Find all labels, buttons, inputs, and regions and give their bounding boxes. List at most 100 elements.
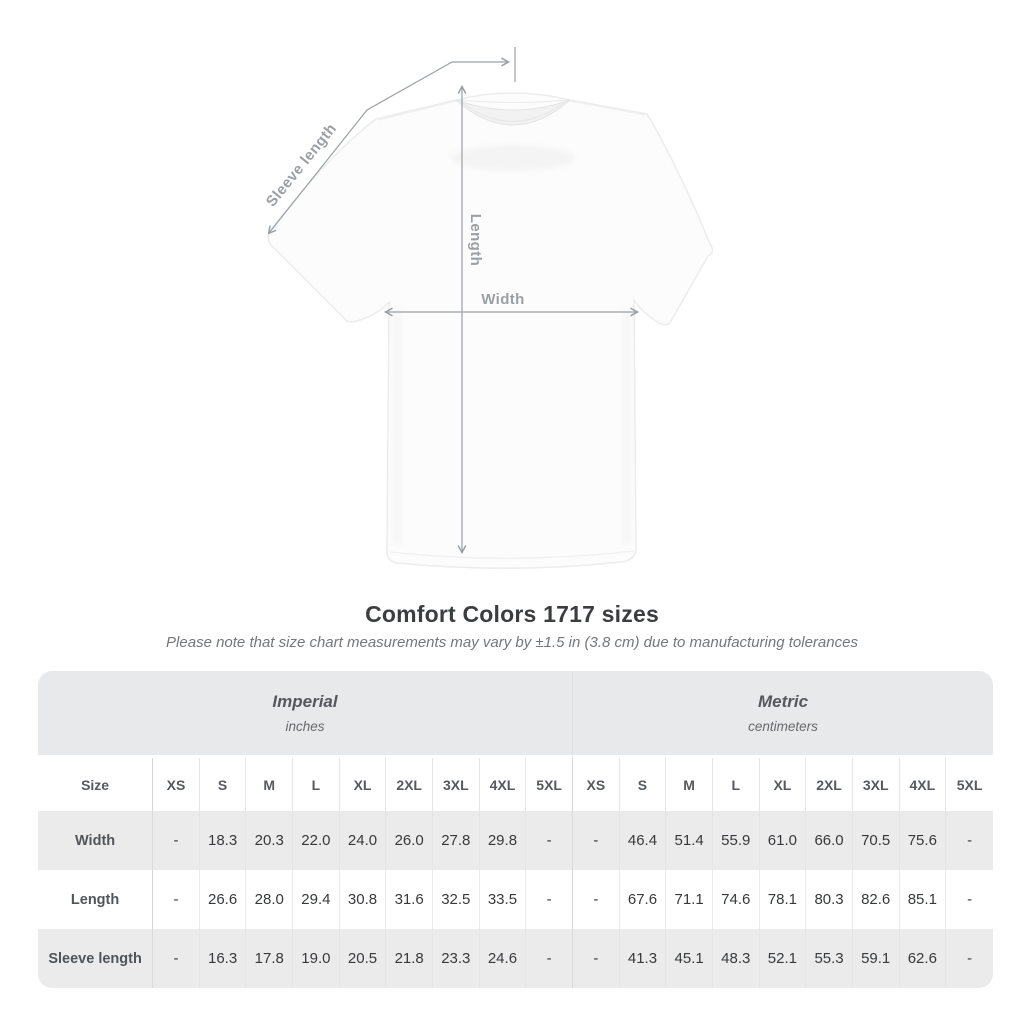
length-label: Length <box>467 214 484 266</box>
row-label-sleeve-length: Sleeve length <box>38 929 154 988</box>
metric-sublabel: centimeters <box>748 719 818 734</box>
row-label-length: Length <box>38 870 154 929</box>
table-cell: - <box>153 870 200 929</box>
imperial-section-header: Imperial inches <box>38 671 574 758</box>
table-cell: 18.3 <box>199 811 247 870</box>
table-cell: 24.0 <box>339 811 387 870</box>
tshirt-measurement-diagram: Sleeve length Length Width <box>263 47 714 570</box>
imperial-sublabel: inches <box>285 719 325 734</box>
table-cell: 46.4 <box>619 811 667 870</box>
table-cell: - <box>573 870 620 929</box>
table-cell: 62.6 <box>899 929 947 988</box>
size-table-container: Imperial inches Metric centimeters Size … <box>38 671 993 988</box>
table-cell: - <box>153 811 200 870</box>
tolerance-note: Please note that size chart measurements… <box>166 634 858 651</box>
table-row-length: Length - 26.6 28.0 29.4 30.8 31.6 32.5 3… <box>38 870 993 929</box>
unit-section-row: Imperial inches Metric centimeters <box>38 671 993 758</box>
table-cell: 30.8 <box>339 870 387 929</box>
side-shade-right <box>622 310 632 545</box>
table-cell: 59.1 <box>852 929 900 988</box>
table-cell: - <box>946 811 993 870</box>
table-row-width: Width - 18.3 20.3 22.0 24.0 26.0 27.8 29… <box>38 811 993 870</box>
size-col-header: 5XL <box>946 758 993 811</box>
collar-back-seam <box>457 99 569 103</box>
table-cell: - <box>526 870 574 929</box>
collar-opening <box>455 99 571 126</box>
table-cell: 41.3 <box>619 929 667 988</box>
table-cell: 24.6 <box>479 929 527 988</box>
table-cell: 20.3 <box>246 811 294 870</box>
metric-section-header: Metric centimeters <box>573 671 993 758</box>
table-cell: - <box>573 811 620 870</box>
size-header-row: Size XS S M L XL 2XL 3XL 4XL 5XL XS S M … <box>38 758 993 811</box>
table-cell: 16.3 <box>199 929 247 988</box>
table-cell: 75.6 <box>899 811 947 870</box>
collar-shadow <box>451 145 575 171</box>
table-cell: 52.1 <box>759 929 807 988</box>
size-col-header: XS <box>153 758 200 811</box>
table-cell: 29.4 <box>293 870 340 929</box>
table-cell: 61.0 <box>759 811 807 870</box>
table-row-sleeve-length: Sleeve length - 16.3 17.8 19.0 20.5 21.8… <box>38 929 993 988</box>
size-col-header: 4XL <box>479 758 527 811</box>
table-cell: 23.3 <box>432 929 480 988</box>
side-shade-left <box>392 310 402 545</box>
table-cell: 27.8 <box>432 811 480 870</box>
size-col-header: XS <box>573 758 620 811</box>
table-cell: - <box>573 929 620 988</box>
table-cell: 67.6 <box>619 870 667 929</box>
width-label: Width <box>481 291 525 308</box>
size-col-header: XL <box>339 758 387 811</box>
table-cell: - <box>526 929 574 988</box>
table-cell: 78.1 <box>759 870 807 929</box>
table-cell: - <box>946 870 993 929</box>
table-cell: 32.5 <box>432 870 480 929</box>
table-cell: 82.6 <box>852 870 900 929</box>
table-cell: 31.6 <box>386 870 433 929</box>
size-col-header: 2XL <box>806 758 853 811</box>
size-col-header: 4XL <box>899 758 947 811</box>
table-cell: 66.0 <box>806 811 853 870</box>
size-col-header: 3XL <box>852 758 900 811</box>
size-col-header: 5XL <box>526 758 574 811</box>
table-cell: 45.1 <box>666 929 713 988</box>
table-cell: 85.1 <box>899 870 947 929</box>
table-cell: 71.1 <box>666 870 713 929</box>
table-cell: 55.3 <box>806 929 853 988</box>
shoulder-seam-right <box>569 100 646 116</box>
size-col-header: M <box>666 758 713 811</box>
tshirt-silhouette <box>267 92 714 570</box>
sleeve-length-arrow <box>267 61 453 235</box>
table-cell: 28.0 <box>246 870 294 929</box>
table-cell: 26.6 <box>199 870 247 929</box>
size-col-header: 3XL <box>432 758 480 811</box>
size-col-header: L <box>293 758 340 811</box>
hem-seam <box>389 550 635 559</box>
table-cell: 48.3 <box>712 929 760 988</box>
collar-ribbing-seam <box>460 101 566 123</box>
row-label-width: Width <box>38 811 154 870</box>
size-col-header: XL <box>759 758 807 811</box>
tshirt-image <box>267 92 714 570</box>
size-table: Imperial inches Metric centimeters Size … <box>38 671 993 988</box>
size-col-header: S <box>619 758 667 811</box>
metric-label: Metric <box>757 692 809 711</box>
table-cell: 70.5 <box>852 811 900 870</box>
table-cell: 55.9 <box>712 811 760 870</box>
size-col-header: L <box>712 758 760 811</box>
table-cell: 26.0 <box>386 811 433 870</box>
imperial-label: Imperial <box>272 692 338 711</box>
table-cell: - <box>153 929 200 988</box>
table-cell: 20.5 <box>339 929 387 988</box>
table-cell: 17.8 <box>246 929 294 988</box>
table-cell: - <box>946 929 993 988</box>
page-title: Comfort Colors 1717 sizes <box>365 601 659 627</box>
table-cell: 80.3 <box>806 870 853 929</box>
table-cell: 21.8 <box>386 929 433 988</box>
table-cell: 74.6 <box>712 870 760 929</box>
shoulder-seam-left <box>378 100 457 121</box>
size-col-header: S <box>199 758 247 811</box>
table-cell: - <box>526 811 574 870</box>
size-header: Size <box>38 758 154 811</box>
size-col-header: 2XL <box>386 758 433 811</box>
